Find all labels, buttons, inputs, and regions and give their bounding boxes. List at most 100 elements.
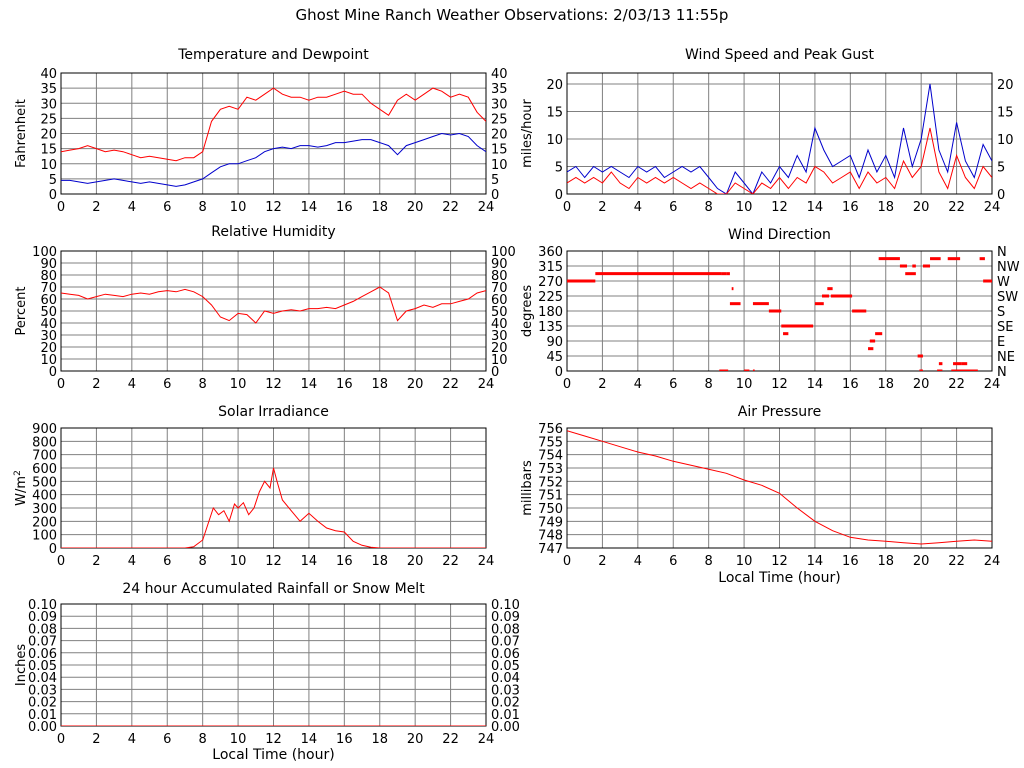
y-tick-label: 0.01 (28, 708, 57, 723)
y-tick-label-right: 35 (491, 82, 508, 97)
x-tick-label: 2 (92, 377, 100, 392)
x-tick-label: 20 (407, 732, 424, 747)
x-tick-label: 2 (598, 377, 606, 392)
x-tick-label: 24 (984, 377, 1001, 392)
x-tick-label: 14 (807, 200, 824, 215)
y-tick-label-right: 0.03 (491, 683, 520, 698)
chart-title: Relative Humidity (211, 224, 335, 240)
x-tick-label: 18 (371, 732, 388, 747)
y-tick-label: 0.00 (28, 720, 57, 735)
x-tick-label: 10 (736, 377, 753, 392)
y-tick-label: 755 (538, 435, 563, 450)
series-line-red (61, 467, 486, 548)
x-tick-label: 4 (634, 200, 642, 215)
chart-title: Air Pressure (738, 404, 821, 420)
x-tick-label: 22 (442, 554, 459, 569)
x-tick-label: 16 (336, 377, 353, 392)
x-tick-label: 8 (705, 200, 713, 215)
x-tick-label: 16 (842, 554, 859, 569)
y-tick-label: 15 (40, 143, 57, 158)
y-tick-label: 360 (538, 245, 563, 260)
y-tick-label-right: E (997, 335, 1005, 350)
x-tick-label: 12 (265, 732, 282, 747)
x-tick-label: 24 (478, 554, 495, 569)
x-tick-label: 10 (230, 200, 247, 215)
x-tick-label: 14 (301, 554, 318, 569)
y-tick-label: 300 (32, 502, 57, 517)
x-tick-label: 10 (736, 554, 753, 569)
x-tick-label: 18 (877, 377, 894, 392)
y-tick-label: 70 (40, 281, 57, 296)
y-tick-label: 800 (32, 435, 57, 450)
x-tick-label: 0 (57, 554, 65, 569)
y-tick-label: 40 (40, 317, 57, 332)
x-tick-label: 8 (199, 200, 207, 215)
y-tick-label: 0 (49, 542, 57, 557)
x-tick-label: 2 (598, 554, 606, 569)
x-tick-label: 8 (199, 554, 207, 569)
chart-title: Wind Speed and Peak Gust (685, 47, 874, 63)
x-tick-label: 0 (57, 200, 65, 215)
plot-frame (60, 250, 487, 372)
x-tick-label: 12 (771, 377, 788, 392)
y-tick-label: 0.07 (28, 635, 57, 650)
y-tick-label: 0.04 (28, 671, 57, 686)
chart-rainfall: 24 hour Accumulated Rainfall or Snow Mel… (14, 581, 520, 763)
y-axis-label: degrees (520, 285, 535, 338)
y-tick-label: 0.08 (28, 622, 57, 637)
y-tick-label: 0.06 (28, 647, 57, 662)
y-tick-label: 0 (555, 365, 563, 380)
chart-title: Temperature and Dewpoint (177, 47, 369, 63)
y-tick-label: 20 (546, 78, 563, 93)
y-tick-label-right: 0 (491, 188, 499, 203)
x-tick-label: 20 (913, 554, 930, 569)
y-tick-label: 40 (40, 67, 57, 82)
x-tick-label: 2 (598, 200, 606, 215)
x-tick-label: 12 (265, 554, 282, 569)
y-tick-label-right: 20 (997, 78, 1014, 93)
y-tick-label: 500 (32, 475, 57, 490)
plot-frame (60, 72, 487, 195)
y-tick-label-right: 0.09 (491, 610, 520, 625)
x-axis-label: Local Time (hour) (212, 747, 334, 763)
x-tick-label: 8 (199, 732, 207, 747)
x-tick-label: 20 (407, 377, 424, 392)
x-tick-label: 10 (230, 732, 247, 747)
y-tick-label-right: 80 (491, 269, 508, 284)
x-tick-label: 24 (478, 377, 495, 392)
y-tick-label-right: 20 (491, 128, 508, 143)
chart-title: Wind Direction (728, 227, 831, 243)
y-tick-label: 0.09 (28, 610, 57, 625)
x-tick-label: 10 (230, 377, 247, 392)
y-tick-label: 10 (546, 133, 563, 148)
x-tick-label: 4 (128, 732, 136, 747)
y-tick-label: 100 (32, 245, 57, 260)
y-tick-label-right: 0.10 (491, 598, 520, 613)
x-tick-label: 22 (442, 377, 459, 392)
x-tick-label: 24 (478, 732, 495, 747)
x-axis-label: Local Time (hour) (718, 570, 840, 586)
x-tick-label: 12 (265, 377, 282, 392)
y-axis-label: miles/hour (520, 98, 535, 167)
x-tick-label: 6 (163, 377, 171, 392)
x-tick-label: 12 (771, 554, 788, 569)
x-tick-label: 4 (634, 377, 642, 392)
y-tick-label: 200 (32, 515, 57, 530)
x-tick-label: 22 (948, 377, 965, 392)
y-tick-label-right: 10 (491, 158, 508, 173)
y-tick-label: 270 (538, 275, 563, 290)
y-tick-label-right: 10 (997, 133, 1014, 148)
x-tick-label: 20 (913, 200, 930, 215)
plot-frame (60, 427, 487, 549)
y-tick-label: 20 (40, 341, 57, 356)
y-tick-label-right: 30 (491, 329, 508, 344)
x-tick-label: 18 (371, 200, 388, 215)
y-tick-label-right: S (997, 305, 1005, 320)
y-tick-label: 400 (32, 489, 57, 504)
x-tick-label: 22 (442, 732, 459, 747)
x-tick-label: 6 (669, 554, 677, 569)
